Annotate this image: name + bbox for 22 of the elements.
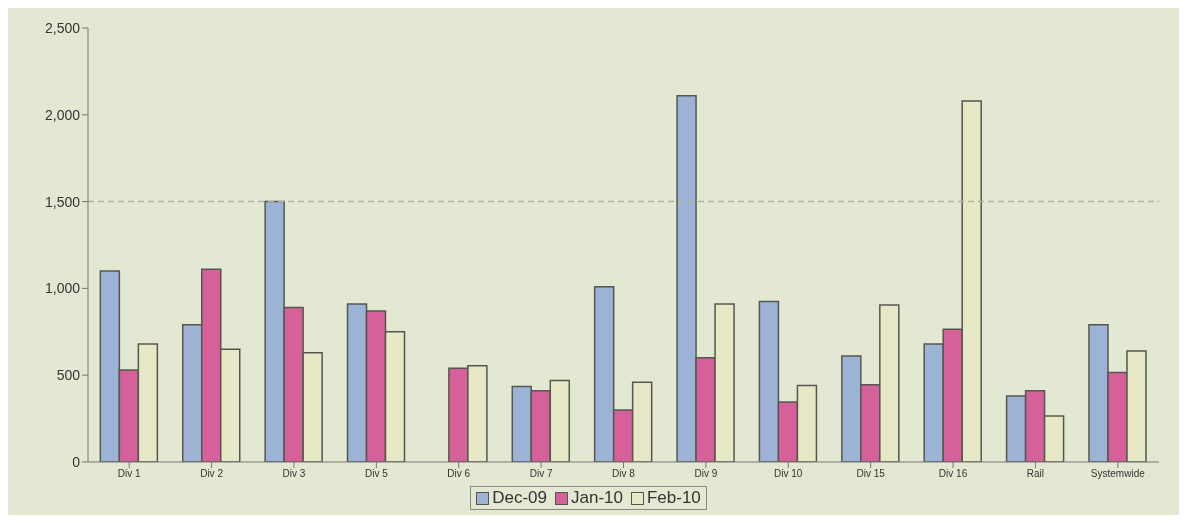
- x-tick-label: Div 6: [447, 468, 471, 480]
- x-tick-label: Div 3: [282, 468, 306, 480]
- y-tick-label: 1,500: [44, 193, 81, 210]
- y-tick-label: 0: [72, 453, 81, 470]
- x-tick-label: Div 5: [364, 468, 389, 480]
- x-tick-label: Div 1: [117, 468, 142, 480]
- legend-label: Dec-09: [492, 488, 547, 508]
- x-tick-label: Div 16: [938, 468, 968, 480]
- x-tick-label: Div 9: [694, 468, 718, 480]
- y-tick-label: 500: [56, 367, 81, 384]
- legend-label: Jan-10: [570, 488, 623, 508]
- x-tick-label: Div 7: [529, 468, 553, 480]
- x-tick-label: Rail: [1026, 468, 1045, 480]
- x-tick-label: Systemwide: [1090, 468, 1146, 480]
- y-tick-label: 1,000: [44, 280, 81, 297]
- x-tick-label: Div 10: [774, 468, 803, 480]
- x-tick-label: Div 15: [856, 468, 886, 480]
- x-tick-label: Div 8: [612, 468, 636, 480]
- y-tick-label: 2,500: [44, 19, 81, 36]
- x-tick-label: Div 2: [200, 468, 224, 480]
- legend-label: Feb-10: [646, 488, 701, 508]
- y-tick-label: 2,000: [44, 106, 81, 123]
